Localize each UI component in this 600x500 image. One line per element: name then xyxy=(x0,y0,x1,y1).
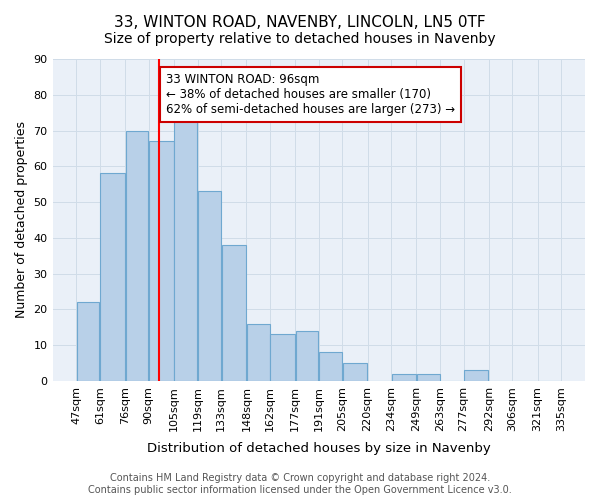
Bar xyxy=(100,174,125,381)
Text: 33 WINTON ROAD: 96sqm
← 38% of detached houses are smaller (170)
62% of semi-det: 33 WINTON ROAD: 96sqm ← 38% of detached … xyxy=(166,74,455,116)
Bar xyxy=(77,302,100,381)
Bar xyxy=(198,192,221,381)
Bar xyxy=(247,324,269,381)
Bar xyxy=(392,374,416,381)
Bar xyxy=(175,112,197,381)
Bar xyxy=(319,352,342,381)
Text: 33, WINTON ROAD, NAVENBY, LINCOLN, LN5 0TF: 33, WINTON ROAD, NAVENBY, LINCOLN, LN5 0… xyxy=(114,15,486,30)
Text: Contains HM Land Registry data © Crown copyright and database right 2024.
Contai: Contains HM Land Registry data © Crown c… xyxy=(88,474,512,495)
Bar xyxy=(221,245,246,381)
Bar xyxy=(417,374,440,381)
X-axis label: Distribution of detached houses by size in Navenby: Distribution of detached houses by size … xyxy=(147,442,491,455)
Bar xyxy=(271,334,295,381)
Bar xyxy=(343,363,367,381)
Text: Size of property relative to detached houses in Navenby: Size of property relative to detached ho… xyxy=(104,32,496,46)
Bar xyxy=(149,142,173,381)
Y-axis label: Number of detached properties: Number of detached properties xyxy=(15,122,28,318)
Bar xyxy=(464,370,488,381)
Bar xyxy=(125,130,148,381)
Bar xyxy=(296,331,319,381)
